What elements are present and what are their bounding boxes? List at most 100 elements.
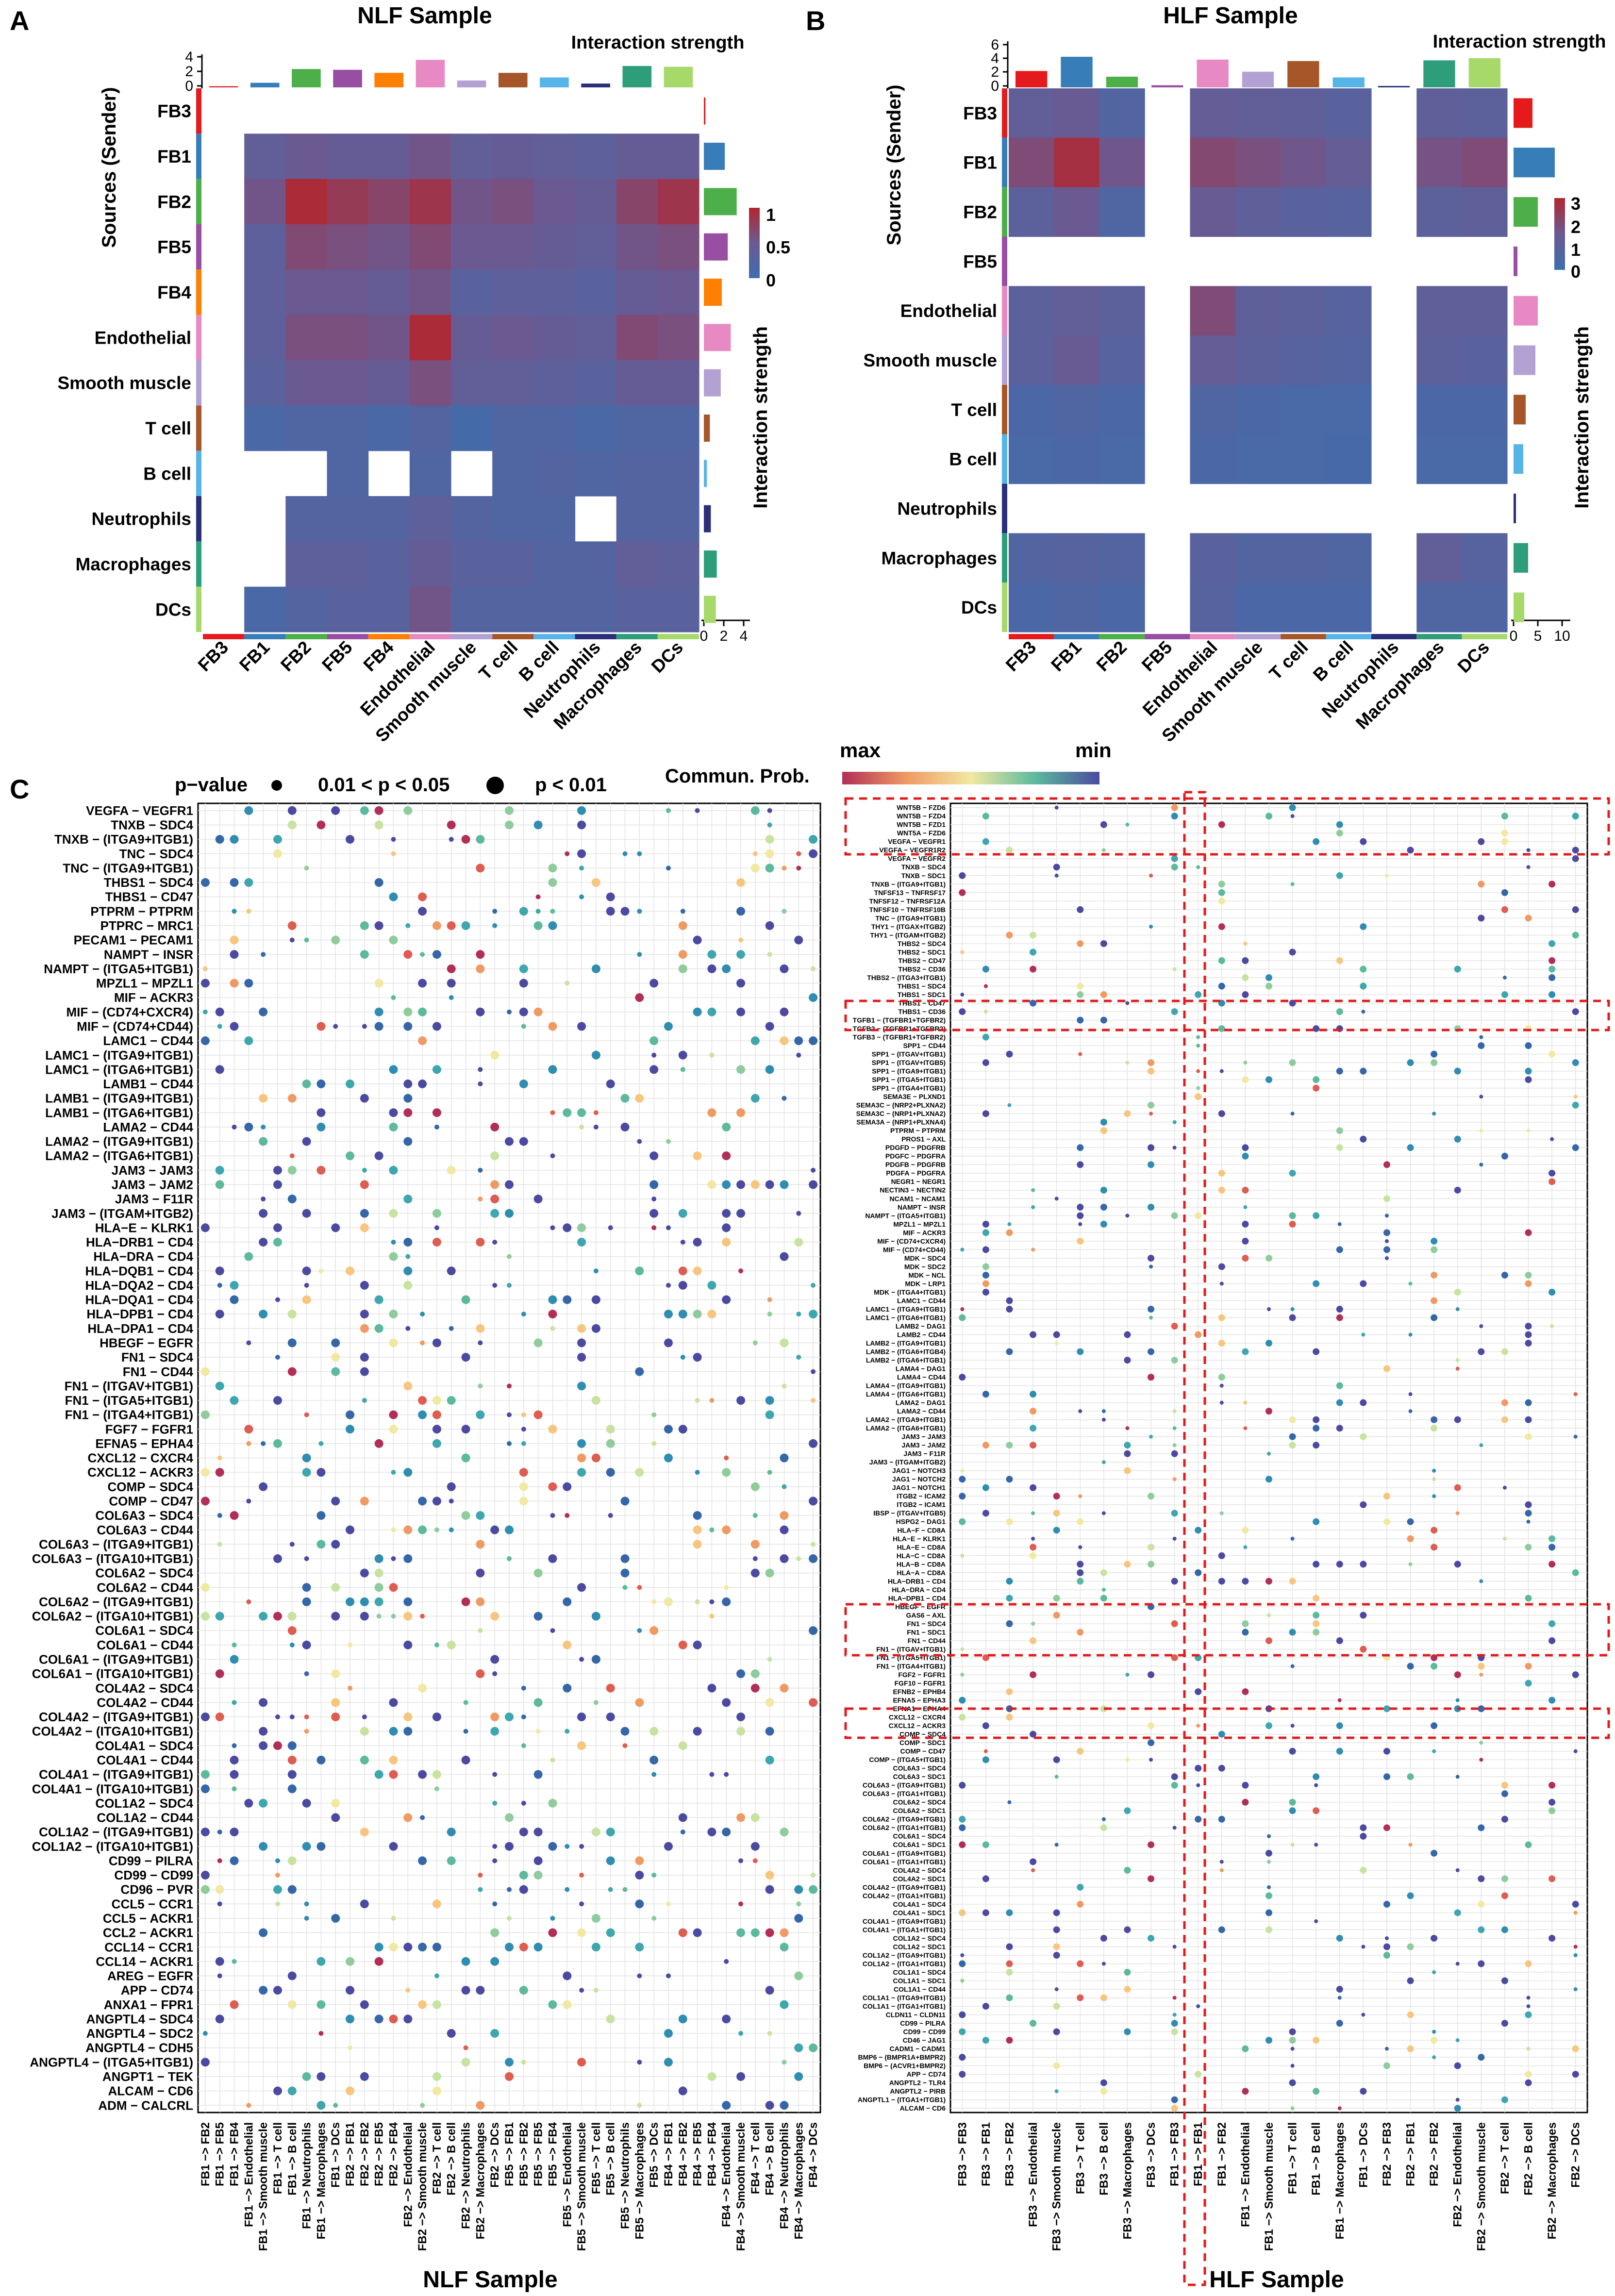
dotplot-row-label: LAMA4 − (ITGA6+ITGB1)	[866, 1390, 946, 1398]
communication-dot	[1171, 1578, 1178, 1585]
dotplot-row-label: LAMA2 − (ITGA6+ITGB1)	[866, 1424, 946, 1432]
communication-dot	[432, 1770, 441, 1779]
communication-dot	[275, 1297, 280, 1302]
communication-dot	[1360, 1280, 1367, 1287]
dotplot-row-label: COL4A2 − (ITGA9+ITGB1)	[39, 1710, 193, 1724]
heatmap-cell	[285, 405, 328, 451]
heatmap-cell	[327, 133, 369, 180]
top-strength-bar	[581, 83, 610, 87]
dotplot-col-label: FB4 −> FB1	[662, 2122, 675, 2186]
communication-dot	[432, 1396, 441, 1405]
communication-dot	[767, 822, 772, 828]
communication-dot	[750, 1683, 760, 1693]
heatmap-cell	[1235, 137, 1281, 188]
heatmap-cell	[409, 269, 451, 316]
communication-dot	[651, 1772, 657, 1777]
communication-dot	[809, 1036, 818, 1046]
communication-dot	[1195, 1212, 1202, 1219]
heatmap-cell	[616, 586, 658, 632]
communication-dot	[434, 1124, 439, 1130]
dotplot-col-label: FB1 −> FB2	[1215, 2122, 1229, 2186]
row-label: B cell	[143, 464, 191, 483]
heatmap-cell	[1099, 384, 1145, 435]
communication-dot	[362, 1714, 367, 1719]
dotplot-row-label: BMP6 − (ACVR1+BMPR2)	[864, 2062, 946, 2070]
communication-dot	[505, 1180, 514, 1189]
dotplot-row-label: ALCAM − CD6	[899, 2104, 946, 2112]
heatmap-cell	[1416, 137, 1463, 188]
communication-dot	[1100, 1705, 1107, 1713]
panel-a-top-axis: 4 2 0	[185, 49, 203, 94]
communication-dot	[521, 1312, 526, 1317]
communication-dot	[635, 1367, 644, 1376]
communication-dot	[1479, 1035, 1483, 1039]
communication-dot	[1525, 1501, 1532, 1508]
communication-dot	[418, 1525, 427, 1534]
heatmap-cell	[409, 450, 451, 497]
communication-dot	[492, 1800, 498, 1806]
communication-dot	[273, 849, 282, 858]
heatmap-cell	[285, 133, 328, 180]
communication-dot	[200, 1885, 210, 1894]
communication-dot	[651, 1052, 657, 1058]
communication-dot	[1125, 822, 1130, 827]
communication-dot	[620, 1122, 630, 1131]
heatmap-cell	[657, 586, 699, 632]
communication-dot	[548, 1554, 557, 1563]
communication-dot	[637, 909, 642, 914]
communication-dot	[1431, 1663, 1438, 1670]
communication-dot	[1171, 1008, 1178, 1015]
dotplot-col-label: FB4 −> DCs	[807, 2122, 820, 2188]
communication-dot	[1313, 1518, 1320, 1525]
communication-dot	[651, 1915, 657, 1921]
communication-dot	[809, 835, 818, 844]
dotplot-row-label: TNXB − (ITGA9+ITGB1)	[871, 880, 946, 888]
communication-dot	[608, 1513, 613, 1518]
communication-dot	[302, 1209, 311, 1218]
communication-dot	[230, 835, 239, 844]
communication-dot	[389, 892, 398, 901]
communication-dot	[1548, 1875, 1556, 1882]
row-color-strip	[1002, 483, 1007, 533]
communication-dot	[1407, 1943, 1414, 1950]
communication-dot	[1148, 1934, 1155, 1942]
communication-dot	[360, 1597, 369, 1606]
communication-dot	[318, 1441, 324, 1446]
heatmap-cell	[244, 586, 286, 632]
communication-dot	[593, 1268, 599, 1274]
row-color-strip	[1002, 187, 1007, 237]
communication-dot	[664, 1022, 673, 1031]
dotplot-row-label: LAMC1 − (ITGA6+ITGB1)	[866, 1314, 946, 1321]
heatmap-cell	[327, 541, 369, 587]
communication-dot	[1501, 1790, 1508, 1797]
communication-dot	[287, 1094, 297, 1103]
communication-dot	[449, 1498, 454, 1504]
row-color-strip	[1002, 286, 1007, 336]
communication-dot	[348, 1685, 353, 1691]
communication-dot	[1313, 838, 1320, 845]
communication-dot	[1030, 2020, 1037, 2027]
communication-dot	[1054, 873, 1059, 878]
communication-dot	[960, 1468, 965, 1473]
heatmap-cell	[533, 405, 576, 451]
communication-dot	[782, 909, 787, 914]
dotplot-row-label: HLA−DPB1 − CD4	[86, 1307, 193, 1321]
communication-dot	[1172, 1409, 1177, 1414]
heatmap-cell	[327, 224, 369, 270]
panel-b-legend-tick: 0	[1571, 262, 1581, 282]
communication-dot	[1030, 1671, 1037, 1679]
communication-dot	[1195, 1093, 1202, 1100]
dotplot-row-label: PDGFA − PDGFRA	[886, 1169, 946, 1177]
communication-dot	[750, 1094, 760, 1103]
communication-dot	[707, 964, 716, 973]
dotplot-col-label: FB1 −> Macrophages	[315, 2122, 328, 2239]
right-strength-bar	[1514, 296, 1538, 326]
communication-dot	[606, 1468, 615, 1477]
right-strength-bar	[704, 460, 707, 487]
communication-dot	[432, 1497, 441, 1506]
communication-dot	[796, 1312, 801, 1317]
panel-a-right-tick: 4	[740, 628, 748, 644]
communication-dot	[432, 2086, 441, 2096]
communication-dot	[1242, 1186, 1249, 1194]
communication-dot	[418, 1036, 427, 1046]
